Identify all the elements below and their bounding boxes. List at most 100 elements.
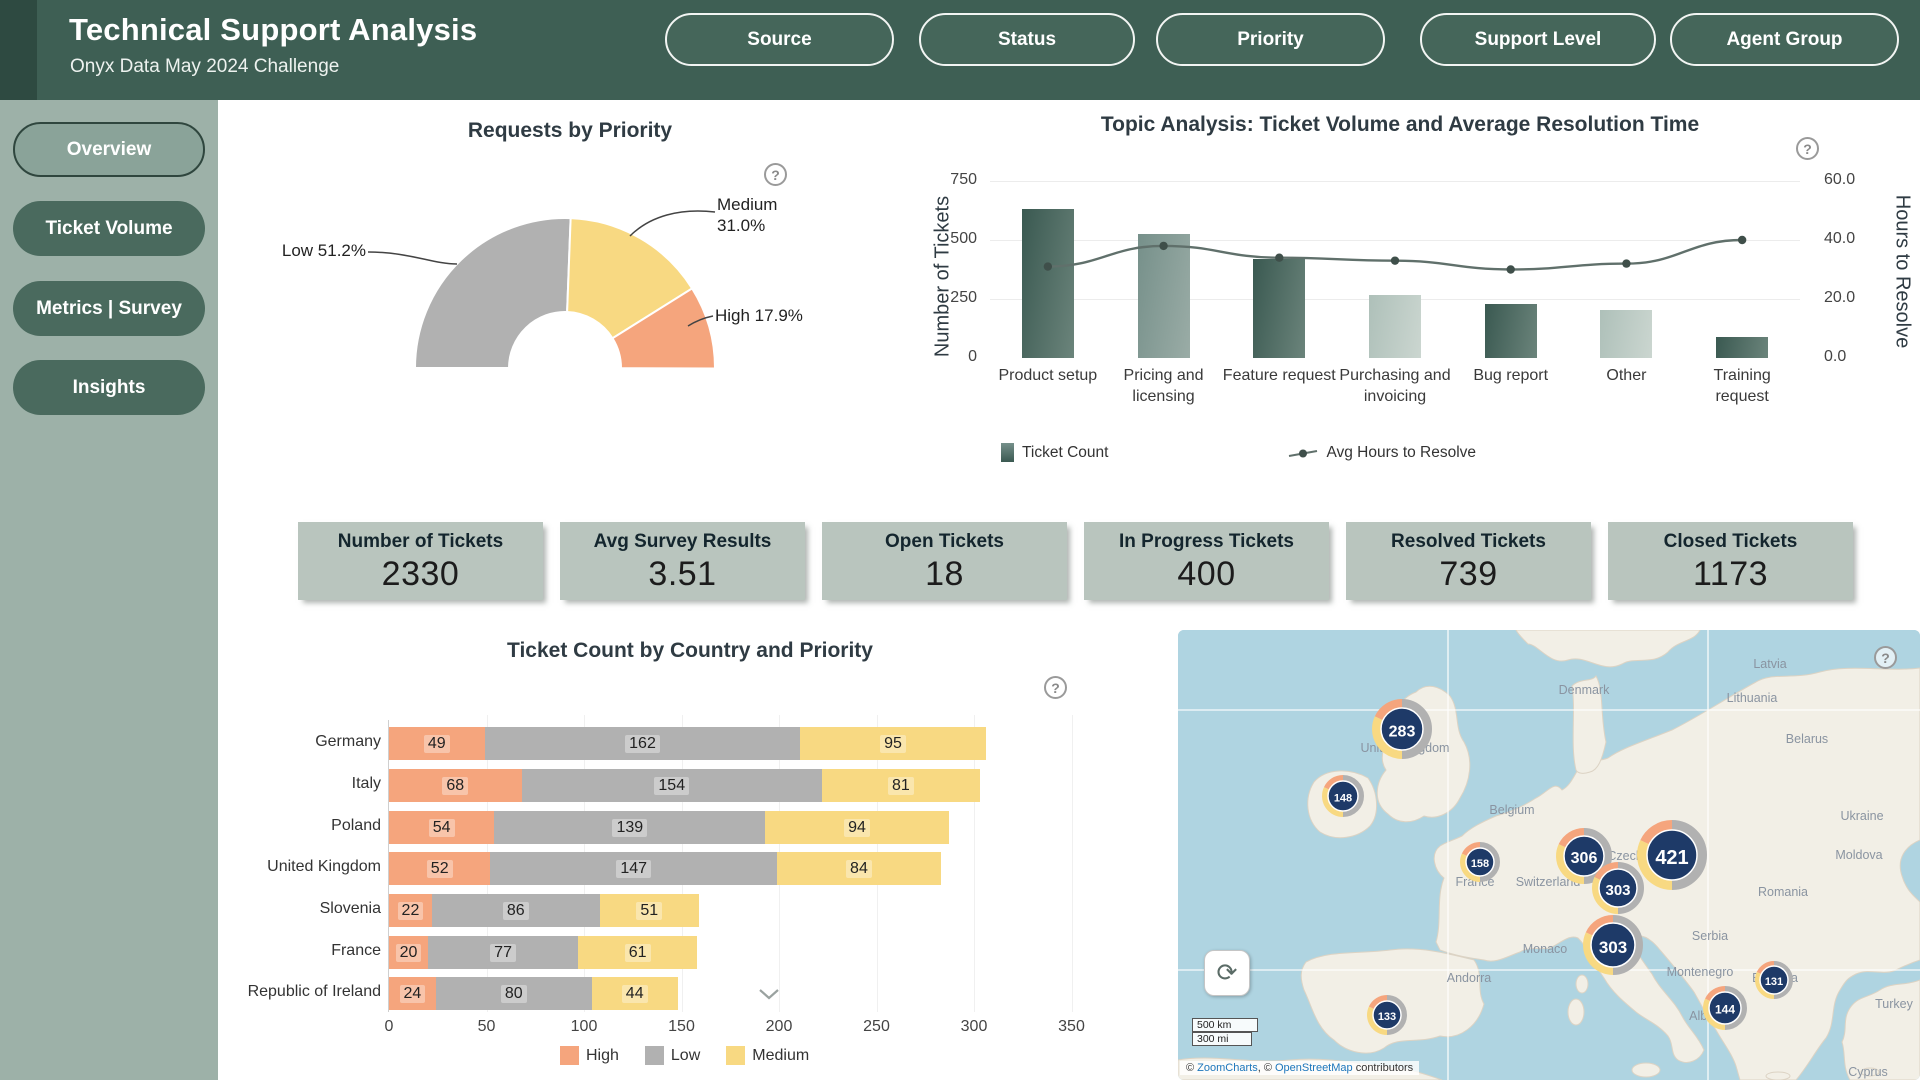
stacked-segment-medium[interactable]: 51: [599, 894, 700, 927]
combo-bar-0[interactable]: [1021, 209, 1074, 358]
map-bubble-131[interactable]: 131: [1755, 961, 1793, 999]
map-bubble-158[interactable]: 158: [1460, 842, 1500, 882]
combo-ytick-right: 60.0: [1824, 171, 1856, 188]
legend-item-low[interactable]: Low: [644, 1046, 700, 1065]
map-bubble-306[interactable]: 306: [1556, 828, 1612, 884]
line-series-icon: [1289, 449, 1318, 457]
bubble-value: 421: [1655, 847, 1688, 869]
scroll-chevron-down-icon[interactable]: [757, 988, 781, 1000]
segment-value: 61: [624, 943, 651, 962]
stacked-segment-medium[interactable]: 84: [777, 852, 941, 885]
stacked-segment-medium[interactable]: 81: [821, 769, 980, 802]
bubble-ring-medium: [1592, 876, 1619, 914]
map-label-cyprus: Cyprus: [1848, 1065, 1888, 1079]
donut-help-icon[interactable]: ?: [764, 163, 787, 186]
combo-category-label: Feature request: [1222, 367, 1336, 384]
stacked-segment-high[interactable]: 68: [389, 769, 522, 802]
stacked-segment-high[interactable]: 54: [389, 811, 495, 844]
stacked-segment-medium[interactable]: 94: [765, 811, 949, 844]
stacked-segment-medium[interactable]: 61: [578, 936, 698, 969]
stacked-segment-low[interactable]: 80: [435, 977, 592, 1010]
europe-map[interactable]: Latvia Lithuania Belarus Denmark Belgium Ukra…: [1178, 630, 1920, 1080]
map-label-moldova: Moldova: [1835, 848, 1882, 862]
stacked-segment-medium[interactable]: 95: [800, 727, 986, 760]
legend-item-avg-hours[interactable]: Avg Hours to Resolve: [1288, 443, 1476, 462]
sidebar-item-overview[interactable]: Overview: [13, 122, 205, 177]
combo-bar-6[interactable]: [1716, 336, 1769, 358]
stacked-segment-low[interactable]: 77: [428, 936, 579, 969]
segment-value: 147: [616, 859, 652, 878]
combo-bar-4[interactable]: [1484, 303, 1537, 358]
bubble-ring-low: [1342, 775, 1364, 817]
stacked-xtick: 0: [384, 1018, 394, 1035]
filter-button-support-level[interactable]: Support Level: [1420, 13, 1656, 66]
attribution-link[interactable]: OpenStreetMap: [1274, 1062, 1353, 1074]
legend-item-ticket-count[interactable]: Ticket Count: [1001, 443, 1108, 462]
stacked-segment-high[interactable]: 52: [389, 852, 491, 885]
filter-button-source[interactable]: Source: [665, 13, 894, 66]
stacked-segment-medium[interactable]: 44: [591, 977, 678, 1010]
bubble-core: [1590, 922, 1636, 968]
map-bubble-421[interactable]: 421: [1637, 820, 1707, 890]
map-bubble-148[interactable]: 148: [1322, 775, 1364, 817]
stacked-row-label: Italy: [351, 775, 381, 792]
stacked-segment-low[interactable]: 162: [484, 727, 801, 760]
map-bubble-303[interactable]: 303: [1583, 915, 1643, 975]
kpi-card: Avg Survey Results 3.51: [560, 522, 805, 600]
stacked-segment-high[interactable]: 49: [389, 727, 485, 760]
sidebar-item-metrics-survey[interactable]: Metrics | Survey: [13, 281, 205, 336]
stacked-segment-high[interactable]: 22: [389, 894, 432, 927]
attribution-text: contributors: [1352, 1062, 1414, 1074]
combo-category-label: Other: [1606, 367, 1647, 384]
stacked-segment-high[interactable]: 24: [389, 977, 436, 1010]
ticket-count-swatch: [1001, 443, 1014, 462]
map-refresh-button[interactable]: ⟳: [1204, 950, 1250, 996]
stacked-segment-low[interactable]: 154: [521, 769, 822, 802]
bubble-ring-low: [1671, 820, 1707, 890]
bubble-value: 133: [1378, 1011, 1396, 1023]
stacked-segment-low[interactable]: 139: [494, 811, 766, 844]
combo-gridline: [990, 181, 1800, 182]
map-help-icon[interactable]: ?: [1874, 646, 1897, 669]
legend-item-high[interactable]: High: [560, 1046, 619, 1065]
combo-bar-1[interactable]: [1137, 234, 1190, 358]
donut-slice-high[interactable]: [611, 287, 716, 370]
filter-button-status[interactable]: Status: [919, 13, 1135, 66]
map-bubble-303[interactable]: 303: [1592, 862, 1644, 914]
kpi-card: In Progress Tickets 400: [1084, 522, 1329, 600]
stacked-segment-low[interactable]: 147: [490, 852, 778, 885]
stacked-title: Ticket Count by Country and Priority: [507, 639, 873, 662]
bubble-ring-low: [1401, 699, 1432, 759]
filter-button-priority[interactable]: Priority: [1156, 13, 1385, 66]
kpi-card: Open Tickets 18: [822, 522, 1067, 600]
donut-slice-low[interactable]: [413, 217, 572, 369]
donut-slice-medium[interactable]: [566, 217, 694, 340]
map-label-belarus: Belarus: [1786, 732, 1828, 746]
map-bubble-133[interactable]: 133: [1367, 995, 1407, 1035]
kpi-label: Number of Tickets: [337, 531, 504, 552]
avg-hours-marker[interactable]: [1390, 256, 1400, 265]
filter-button-agent-group[interactable]: Agent Group: [1670, 13, 1899, 66]
sidebar-item-ticket-volume[interactable]: Ticket Volume: [13, 201, 205, 256]
stacked-segment-low[interactable]: 86: [431, 894, 600, 927]
kpi-label: Closed Tickets: [1663, 531, 1798, 552]
legend-item-medium[interactable]: Medium: [726, 1046, 809, 1065]
combo-bar-5[interactable]: [1600, 309, 1653, 358]
segment-value: 77: [490, 943, 516, 962]
land-turkey: [1841, 979, 1920, 1080]
avg-hours-marker[interactable]: [1506, 265, 1515, 274]
avg-hours-marker[interactable]: [1622, 259, 1631, 268]
stacked-segment-high[interactable]: 20: [389, 936, 428, 969]
map-bubble-283[interactable]: 283: [1372, 699, 1432, 759]
stacked-help-icon[interactable]: ?: [1044, 676, 1067, 699]
map-bubble-144[interactable]: 144: [1703, 986, 1747, 1030]
legend-label: Avg Hours to Resolve: [1326, 443, 1477, 461]
leader-high-line: [687, 315, 714, 327]
attribution-link[interactable]: ZoomCharts: [1197, 1062, 1258, 1074]
sidebar-item-insights[interactable]: Insights: [13, 360, 205, 415]
combo-help-icon[interactable]: ?: [1796, 137, 1819, 160]
combo-bar-3[interactable]: [1369, 295, 1421, 358]
land-denmark: [1571, 675, 1607, 774]
legend-swatch: [644, 1046, 664, 1065]
combo-bar-2[interactable]: [1253, 258, 1306, 358]
